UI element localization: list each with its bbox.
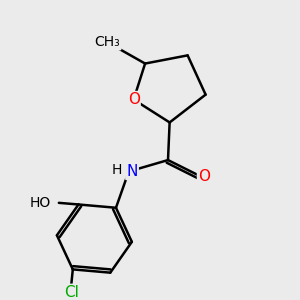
Text: HO: HO (30, 196, 51, 210)
Text: O: O (198, 169, 210, 184)
Text: H: H (112, 163, 122, 177)
Text: Cl: Cl (64, 285, 79, 300)
Text: CH₃: CH₃ (94, 35, 120, 49)
Text: N: N (126, 164, 138, 179)
Text: O: O (128, 92, 140, 107)
